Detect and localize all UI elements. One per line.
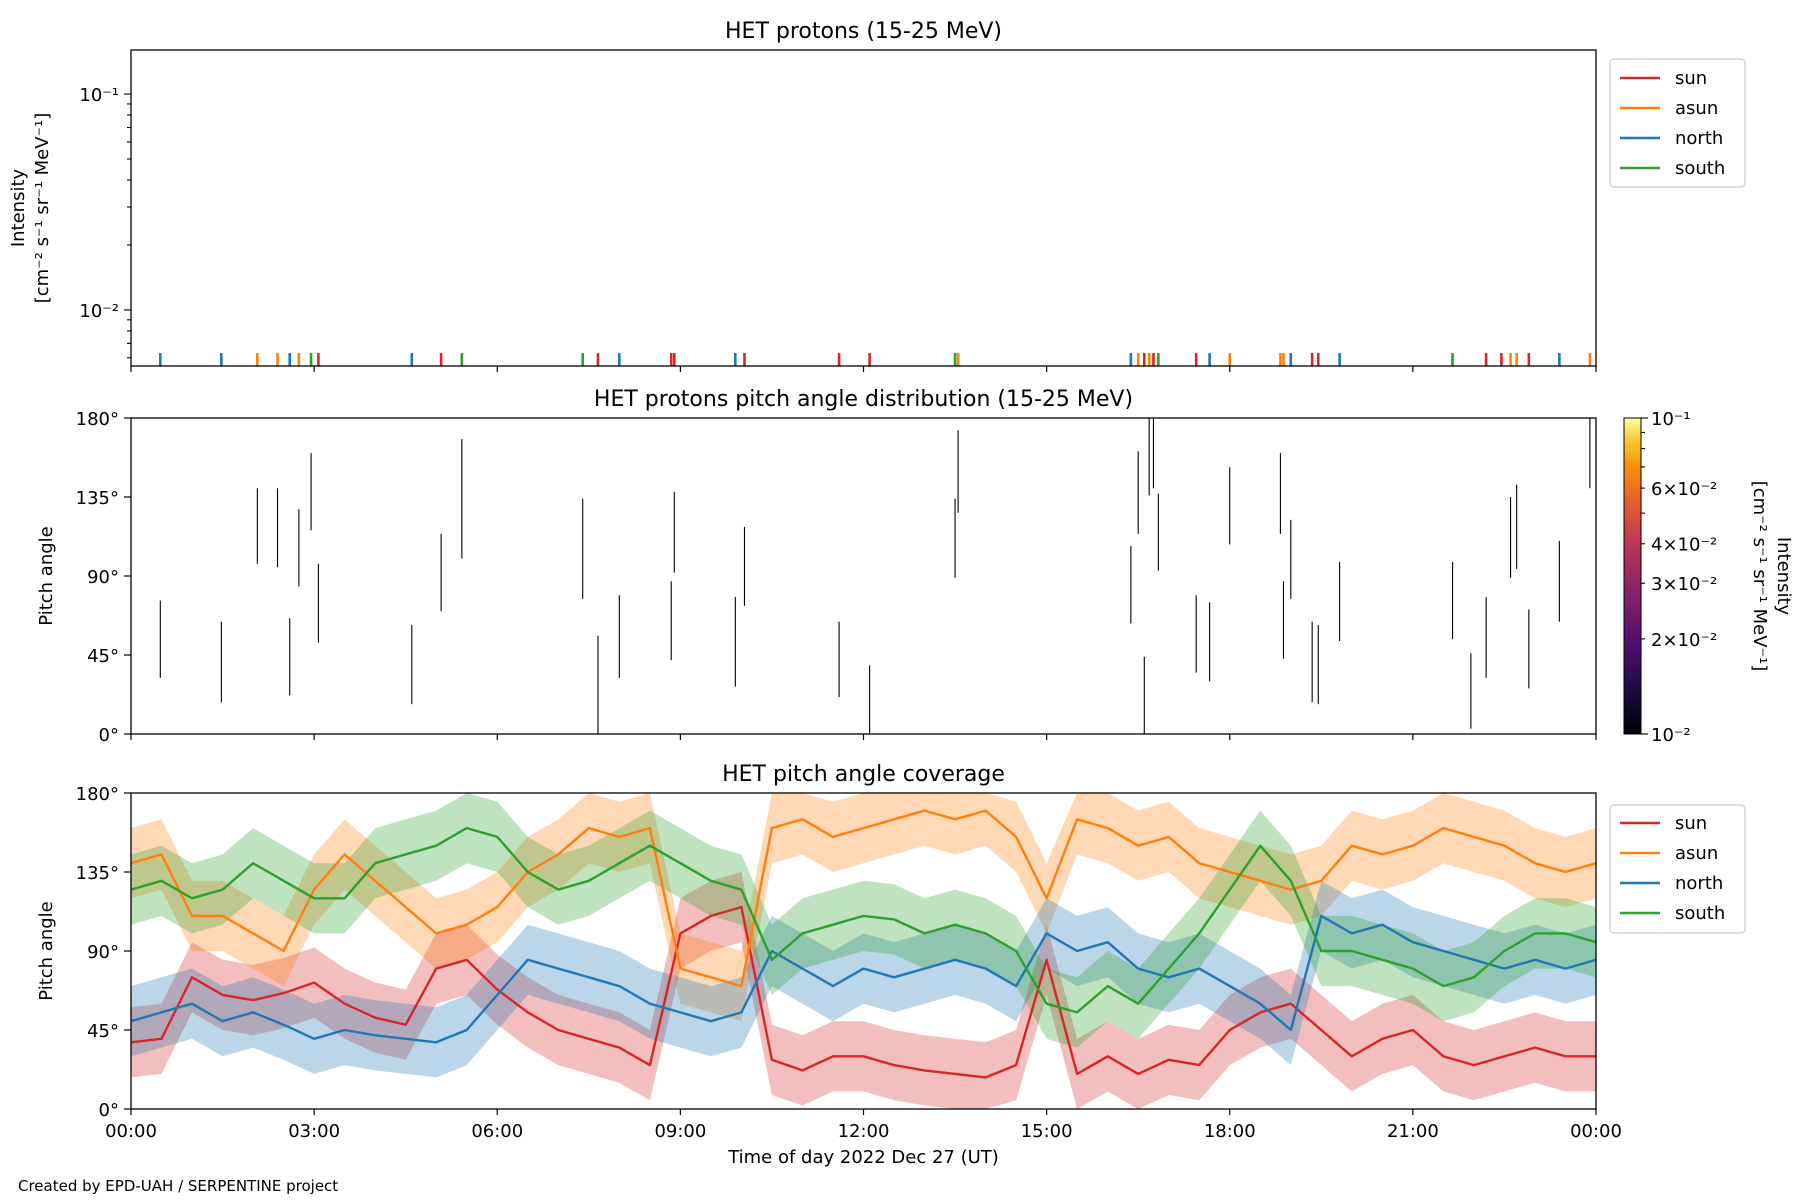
panel2-ylabel: Pitch angle	[36, 526, 57, 625]
line-asun	[130, 809, 1597, 988]
band-north	[131, 880, 1596, 1078]
panel1-legend: sun asun north south	[1609, 58, 1746, 188]
y-tick-label: 135°	[76, 488, 119, 509]
colorbar-tick-label: 2×10⁻²	[1651, 630, 1717, 651]
x-tick-label: 18:00	[1204, 1121, 1256, 1142]
y-tick-label: 0°	[99, 1100, 119, 1121]
x-tick-label: 06:00	[471, 1121, 523, 1142]
line-sun	[130, 905, 1596, 1079]
colorbar-tick-label: 10⁻²	[1651, 725, 1691, 746]
x-tick-label: 03:00	[288, 1121, 340, 1142]
band-sun	[131, 872, 1596, 1109]
band-asun	[131, 793, 1596, 1022]
x-axis-label: Time of day 2022 Dec 27 (UT)	[727, 1147, 999, 1168]
y-tick-label: 90°	[87, 567, 119, 588]
x-tick-label: 00:00	[105, 1121, 157, 1142]
panel3-ylabel: Pitch angle	[36, 901, 57, 1000]
credit-text: Created by EPD-UAH / SERPENTINE project	[18, 1177, 338, 1195]
y-tick-label: 45°	[87, 1021, 119, 1042]
panel1-ylabel-line1: Intensity	[8, 168, 29, 247]
y-tick-label: 10⁻¹	[79, 85, 119, 106]
legend-label-asun: asun	[1675, 843, 1718, 864]
legend-box	[1609, 804, 1746, 934]
shared-x-axis: Time of day 2022 Dec 27 (UT)	[727, 1147, 999, 1168]
panel1-title: HET protons (15-25 MeV)	[725, 19, 1002, 44]
x-tick-label: 00:00	[1570, 1121, 1622, 1142]
colorbar-tick-label: 4×10⁻²	[1651, 535, 1717, 556]
x-tick-label: 12:00	[838, 1121, 890, 1142]
panel-pitch-angle-distribution: HET protons pitch angle distribution (15…	[36, 387, 1794, 746]
colorbar-tick-label: 10⁻¹	[1651, 409, 1691, 430]
panel1-ylabel-line2: [cm⁻² s⁻¹ sr⁻¹ MeV⁻¹]	[32, 113, 53, 304]
x-tick-label: 21:00	[1387, 1121, 1439, 1142]
line-south	[130, 826, 1597, 1014]
legend-label-north: north	[1675, 873, 1723, 894]
legend-label-sun: sun	[1675, 813, 1707, 834]
legend-box	[1609, 58, 1746, 188]
y-tick-label: 135°	[76, 863, 119, 884]
line-north	[130, 914, 1597, 1044]
y-tick-label: 90°	[87, 942, 119, 963]
y-tick-label: 0°	[99, 725, 119, 746]
band-south	[131, 793, 1596, 1048]
panel2-frame	[130, 417, 1597, 735]
colorbar-tick-label: 6×10⁻²	[1651, 479, 1717, 500]
legend-label-sun: sun	[1675, 68, 1707, 89]
legend-label-north: north	[1675, 128, 1723, 149]
y-tick-label: 180°	[76, 409, 119, 430]
x-tick-label: 15:00	[1021, 1121, 1073, 1142]
legend-label-south: south	[1675, 903, 1725, 924]
panel3-legend: sun asun north south	[1609, 804, 1746, 934]
colorbar-label-line2: [cm⁻² s⁻¹ sr⁻¹ MeV⁻¹]	[1749, 481, 1770, 672]
legend-label-asun: asun	[1675, 98, 1718, 119]
x-tick-label: 09:00	[654, 1121, 706, 1142]
panel3-title: HET pitch angle coverage	[722, 762, 1005, 787]
legend-label-south: south	[1675, 158, 1725, 179]
panel1-frame	[130, 49, 1597, 367]
colorbar-tick-label: 3×10⁻²	[1651, 574, 1717, 595]
y-tick-label: 10⁻²	[79, 301, 119, 322]
panel2-title: HET protons pitch angle distribution (15…	[594, 387, 1133, 412]
y-tick-label: 180°	[76, 784, 119, 805]
colorbar	[1623, 417, 1642, 735]
y-tick-label: 45°	[87, 646, 119, 667]
panel-intensity: HET protons (15-25 MeV) 10⁻² 10⁻¹ Intensity…	[8, 19, 1746, 372]
colorbar-label-line1: Intensity	[1773, 537, 1794, 616]
panel-pitch-angle-coverage: HET pitch angle coverage 0° 45° 90° 135° 180°…	[36, 762, 1746, 1142]
